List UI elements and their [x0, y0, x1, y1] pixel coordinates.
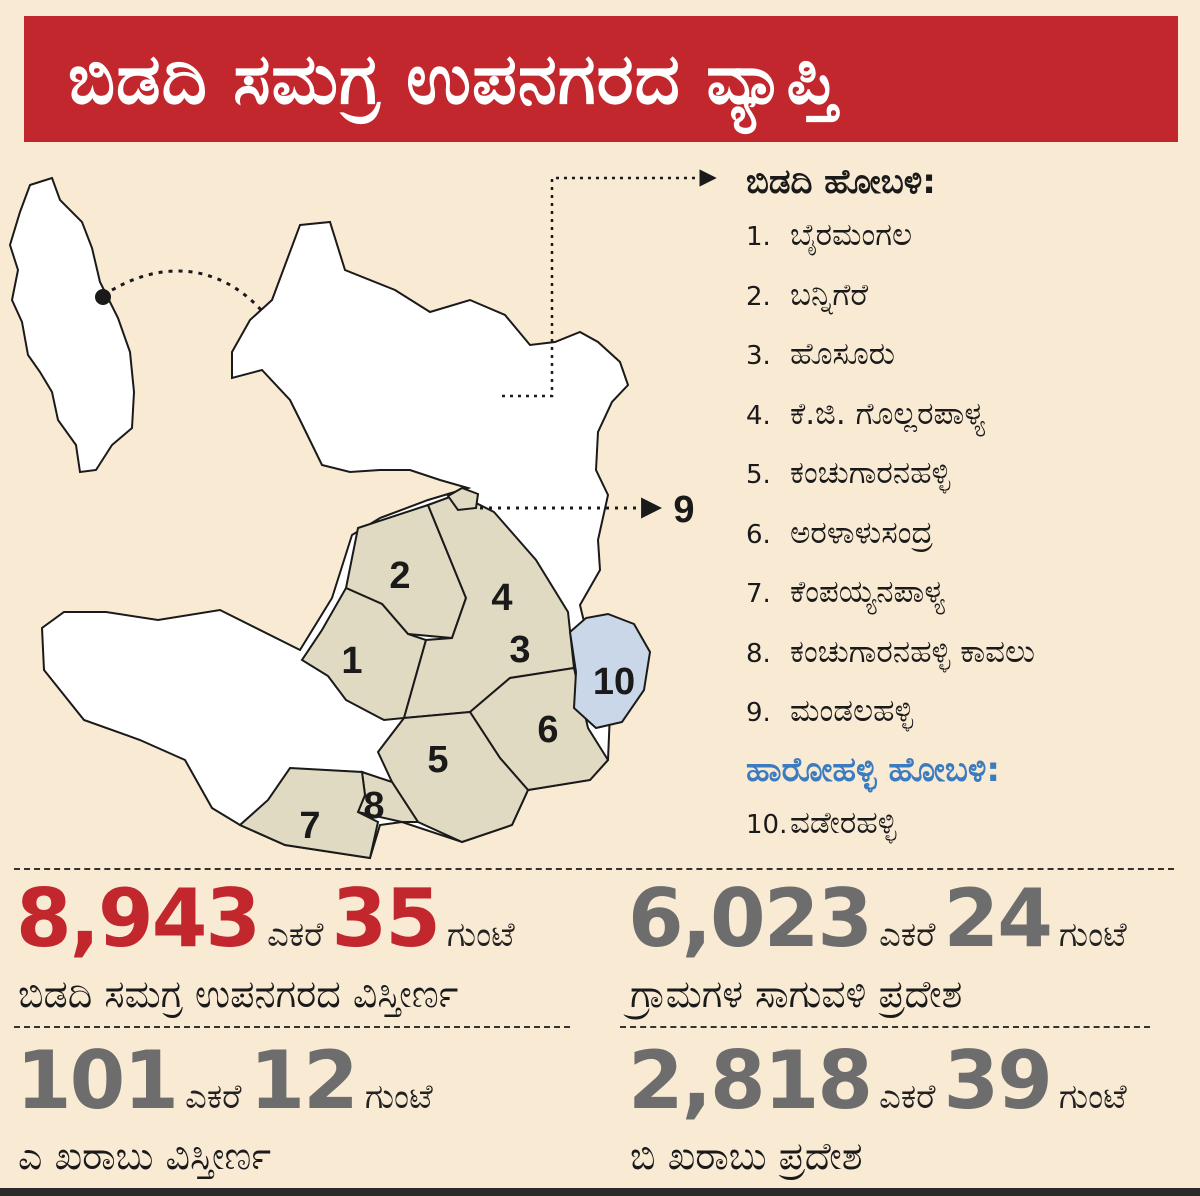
legend-item: 3. ಹೊಸೂರು — [746, 325, 1186, 385]
bidadi-hobli-heading: ಬಿಡದಿ ಹೋಬಳಿ: — [746, 162, 936, 202]
stat-total-area: 8,943 ಎಕರೆ 35 ಗುಂಟೆ — [16, 872, 523, 965]
village-region-5 — [376, 710, 530, 844]
region-label-3: 3 — [509, 629, 530, 671]
region-label-5: 5 — [427, 739, 448, 781]
legend-item-number: 2. — [746, 281, 771, 312]
region-label-1: 1 — [341, 640, 362, 682]
stat-b-kharab: 2,818 ಎಕರೆ 39 ಗುಂಟೆ — [628, 1034, 1135, 1127]
region-label-4: 4 — [491, 577, 512, 619]
legend-item-name: ಕೆ.ಜಿ. ಗೊಲ್ಲರಪಾಳ್ಯ — [790, 395, 986, 432]
divider-main — [14, 868, 1174, 870]
stat-a-kharab-acres: 101 — [16, 1034, 179, 1127]
village-legend: ಬಿಡದಿ ಹೋಬಳಿ: 1. ಬೈರಮಂಗಲ 2. ಬನ್ನಿಗೆರೆ 3. ಹೊಸ… — [746, 158, 1186, 853]
legend-item: 7. ಕೆಂಪಯ್ಯನಪಾಳ್ಯ — [746, 563, 1186, 623]
gunta-unit: ಗುಂಟೆ — [446, 915, 515, 955]
legend-item: 5. ಕಂಚುಗಾರನಹಳ್ಳಿ — [746, 444, 1186, 504]
legend-item-number: 5. — [746, 460, 771, 490]
page-title: ಬಿಡದಿ ಸಮಗ್ರ ಉಪನಗರದ ವ್ಯಾಪ್ತಿ — [68, 37, 839, 120]
legend-item-number: 1. — [746, 222, 771, 252]
legend-item-name: ಕೆಂಪಯ್ಯನಪಾಳ್ಯ — [790, 574, 946, 610]
village-region-10 — [568, 612, 652, 730]
region-label-10: 10 — [593, 661, 635, 703]
legend-item-name: ಬನ್ನಿಗೆರೆ — [790, 276, 869, 313]
stat-farm-area: 6,023 ಎಕರೆ 24 ಗುಂಟೆ — [628, 872, 1135, 965]
stat-farm-guntas: 24 — [943, 872, 1053, 965]
stat-a-kharab-label: ಎ ಖರಾಬು ವಿಸ್ತೀರ್ಣ — [18, 1134, 272, 1178]
legend-item: 4. ಕೆ.ಜಿ. ಗೊಲ್ಲರಪಾಳ್ಯ — [746, 385, 1186, 445]
acre-unit: ಎಕರೆ — [267, 915, 324, 955]
legend-item-number: 6. — [746, 519, 771, 550]
region-label-6: 6 — [537, 709, 558, 751]
bottom-border — [0, 1188, 1200, 1196]
legend-item-name: ವಡೇರಹಳ್ಳಿ — [790, 804, 897, 841]
gunta-unit: ಗುಂಟೆ — [364, 1077, 433, 1117]
legend-item: 8. ಕಂಚುಗಾರನಹಳ್ಳಿ ಕಾವಲು — [746, 623, 1186, 683]
stat-b-kharab-label: ಬಿ ಖರಾಬು ಪ್ರದೇಶ — [630, 1134, 863, 1178]
legend-item: 9. ಮಂಡಲಹಳ್ಳಿ — [746, 682, 1186, 742]
legend-item-name: ಮಂಡಲಹಳ್ಳಿ — [790, 693, 914, 729]
stat-farm-label: ಗ್ರಾಮಗಳ ಸಾಗುವಳಿ ಪ್ರದೇಶ — [630, 972, 963, 1016]
stat-a-kharab: 101 ಎಕರೆ 12 ಗುಂಟೆ — [16, 1034, 441, 1127]
village-region-7 — [238, 766, 380, 860]
legend-item-name: ಹೊಸೂರು — [790, 336, 895, 372]
legend-item-number: 3. — [746, 341, 771, 371]
legend-pointer-line — [502, 169, 717, 398]
legend-item: 6. ಅರಳಾಳುಸಂದ್ರ — [746, 504, 1186, 564]
gunta-unit: ಗುಂಟೆ — [1058, 1077, 1127, 1117]
region-label-8: 8 — [363, 785, 384, 827]
stat-farm-acres: 6,023 — [628, 872, 873, 965]
bidadi-map: 1 2 3 4 5 6 7 8 10 9 — [8, 169, 717, 860]
inset-location-marker — [95, 289, 111, 305]
acre-unit: ಎಕರೆ — [185, 1077, 242, 1117]
gunta-unit: ಗುಂಟೆ — [1058, 915, 1127, 955]
legend-item-number: 10. — [746, 809, 788, 840]
harohalli-hobli-heading: ಹಾರೋಹಳ್ಳಿ ಹೋಬಳಿ: — [746, 749, 1001, 790]
stat-total-label: ಬಿಡದಿ ಸಮಗ್ರ ಉಪನಗರದ ವಿಸ್ತೀರ್ಣ — [18, 972, 459, 1016]
district-inset-outline — [8, 176, 136, 474]
callout-label-9: 9 — [673, 489, 694, 531]
legend-item-number: 4. — [746, 400, 771, 431]
legend-item-number: 8. — [746, 638, 771, 669]
region-label-7: 7 — [299, 805, 320, 847]
legend-item-name: ಬೈರಮಂಗಲ — [790, 217, 913, 253]
stat-total-guntas: 35 — [331, 872, 441, 965]
title-banner: ಬಿಡದಿ ಸಮಗ್ರ ಉಪನಗರದ ವ್ಯಾಪ್ತಿ — [24, 16, 1178, 142]
legend-item: 2. ಬನ್ನಿಗೆರೆ — [746, 266, 1186, 326]
village-region-1 — [300, 586, 428, 722]
legend-item-number: 7. — [746, 579, 771, 609]
stat-a-kharab-guntas: 12 — [249, 1034, 358, 1127]
acre-unit: ಎಕರೆ — [879, 1077, 936, 1117]
village-region-9 — [446, 486, 480, 512]
divider-left — [14, 1026, 570, 1028]
divider-right — [620, 1026, 1150, 1028]
legend-item: 1. ಬೈರಮಂಗಲ — [746, 206, 1186, 266]
region-label-2: 2 — [389, 555, 410, 597]
legend-item-name: ಅರಳಾಳುಸಂದ್ರ — [790, 514, 933, 551]
legend-item-name: ಕಂಚುಗಾರನಹಳ್ಳಿ — [790, 455, 951, 491]
stat-b-kharab-guntas: 39 — [943, 1034, 1053, 1127]
legend-item-name: ಕಂಚುಗಾರನಹಳ್ಳಿ ಕಾವಲು — [790, 633, 1035, 670]
legend-item: 10.ವಡೇರಹಳ್ಳಿ — [746, 794, 1186, 854]
stat-total-acres: 8,943 — [16, 872, 261, 965]
stat-b-kharab-acres: 2,818 — [628, 1034, 873, 1127]
legend-item-number: 9. — [746, 698, 771, 728]
acre-unit: ಎಕರೆ — [879, 915, 936, 955]
